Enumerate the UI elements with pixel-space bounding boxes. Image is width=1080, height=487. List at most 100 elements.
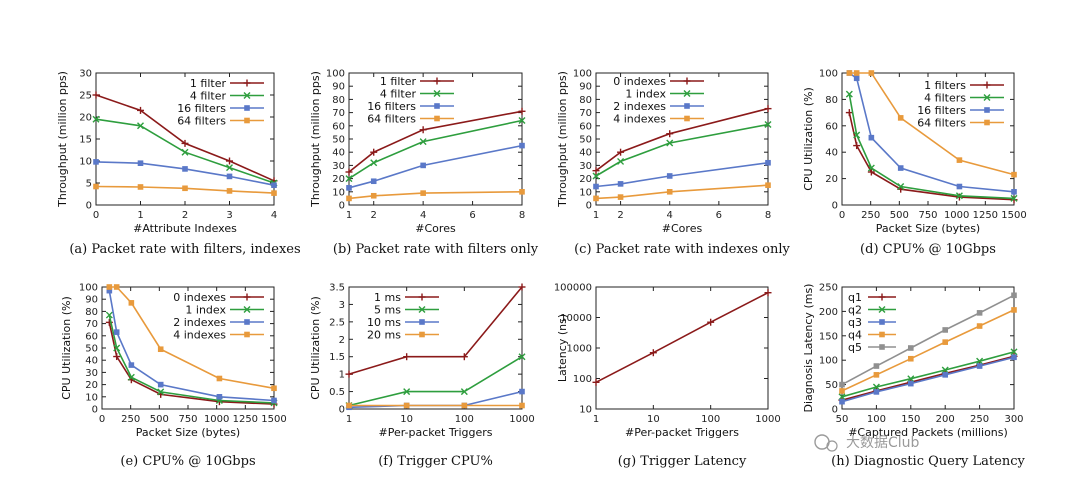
y-tick-label: 90 — [579, 82, 592, 93]
data-point — [403, 402, 410, 409]
series-16-filters — [346, 142, 525, 191]
data-point — [93, 183, 99, 190]
data-point — [1010, 194, 1018, 202]
series-line — [108, 314, 275, 404]
data-point — [271, 397, 277, 404]
series-q4 — [839, 307, 1017, 394]
y-axis-label: Throughput (million pps) — [309, 71, 322, 208]
y-tick-label: 0.5 — [329, 387, 345, 398]
panel-caption: (b) Packet rate with filters only — [333, 242, 539, 257]
series-line — [348, 144, 523, 189]
data-point — [942, 327, 948, 333]
data-point — [157, 388, 165, 396]
legend-label: q4 — [848, 329, 862, 342]
y-tick-label: 60 — [332, 121, 345, 132]
legend-label: 16 filters — [177, 102, 226, 115]
y-tick-label: 3.5 — [329, 283, 345, 294]
data-point — [244, 117, 250, 124]
y-tick-label: 90 — [85, 295, 98, 306]
x-tick-label: 1250 — [233, 414, 258, 425]
data-point — [908, 355, 914, 362]
y-axis-label: CPU Utilization (%) — [60, 296, 73, 400]
data-point — [853, 131, 861, 139]
data-point — [908, 380, 914, 387]
y-tick-label: 5 — [86, 179, 92, 190]
data-point — [244, 331, 250, 338]
series-line — [841, 294, 1015, 386]
legend-label: 1 ms — [374, 291, 401, 304]
series-line — [595, 184, 769, 200]
data-point — [878, 306, 886, 313]
y-tick-label: 10000 — [560, 313, 592, 324]
data-point — [1011, 171, 1017, 178]
series-16-filters — [93, 159, 277, 188]
data-point — [518, 353, 526, 361]
data-point — [518, 117, 526, 125]
plot-frame — [348, 286, 523, 410]
y-tick-label: 60 — [85, 331, 98, 342]
legend-label: 4 filters — [924, 92, 966, 105]
series-4-indexes — [593, 182, 771, 202]
data-point — [879, 344, 885, 350]
legend-label: 64 filters — [917, 117, 966, 130]
series-line — [841, 309, 1015, 392]
y-tick-label: 10 — [579, 405, 592, 416]
data-point — [976, 310, 983, 316]
x-tick-label: 0 — [99, 414, 105, 425]
x-tick-label: 1000 — [509, 414, 534, 425]
y-axis-label: CPU Utilization (%) — [309, 296, 322, 400]
data-point — [128, 300, 135, 306]
chart-panel-f: 0 0.5 1 1.5 2 2.5 3 3.5 1 10 100 1000 #Per-packet Tr… — [309, 283, 535, 470]
x-axis-label: Packet Size (bytes) — [136, 426, 240, 439]
y-tick-label: 10 — [79, 157, 92, 168]
y-tick-label: 150 — [819, 331, 838, 342]
x-tick-label: 0 — [93, 210, 99, 221]
y-tick-label: 0 — [832, 405, 838, 416]
data-point — [867, 164, 875, 172]
data-point — [956, 183, 963, 190]
data-point — [271, 190, 277, 196]
series-line — [848, 93, 1015, 200]
data-point — [182, 166, 188, 172]
legend-label: 1 filters — [924, 79, 966, 92]
data-point — [370, 178, 377, 185]
series-4-indexes — [106, 284, 277, 392]
data-point — [897, 183, 905, 191]
data-point — [873, 372, 880, 378]
data-point — [617, 157, 625, 165]
legend-label: q1 — [848, 291, 862, 304]
series-1-filter — [92, 91, 278, 185]
y-tick-label: 20 — [825, 174, 838, 185]
x-tick-label: 150 — [901, 414, 920, 425]
data-point — [106, 284, 113, 290]
data-point — [846, 70, 853, 76]
chart-panel-c: 0 10 20 30 40 50 60 70 80 90 100 1 2 4 6 8 #Cores Through… — [556, 69, 791, 258]
data-point — [420, 162, 426, 169]
data-point — [593, 183, 599, 190]
data-point — [420, 190, 426, 196]
x-tick-label: 250 — [121, 414, 140, 425]
y-tick-label: 3 — [339, 300, 345, 311]
y-tick-label: 0 — [832, 201, 838, 212]
data-point — [93, 159, 99, 165]
x-axis-label: #Captured Packets (millions) — [848, 426, 1008, 439]
data-point — [942, 339, 948, 345]
series-4-filters — [845, 90, 1018, 202]
data-point — [666, 173, 673, 179]
data-point — [872, 383, 880, 391]
series-0 — [592, 289, 772, 386]
data-point — [181, 148, 189, 156]
data-point — [113, 284, 120, 290]
panel-caption: (f) Trigger CPU% — [378, 454, 493, 469]
y-tick-label: 200 — [819, 307, 838, 318]
x-tick-label: 100 — [701, 414, 720, 425]
x-tick-label: 100 — [455, 414, 474, 425]
data-point — [106, 287, 113, 294]
data-point — [127, 373, 135, 381]
x-tick-label: 1500 — [1001, 210, 1026, 221]
series-line — [348, 191, 523, 200]
